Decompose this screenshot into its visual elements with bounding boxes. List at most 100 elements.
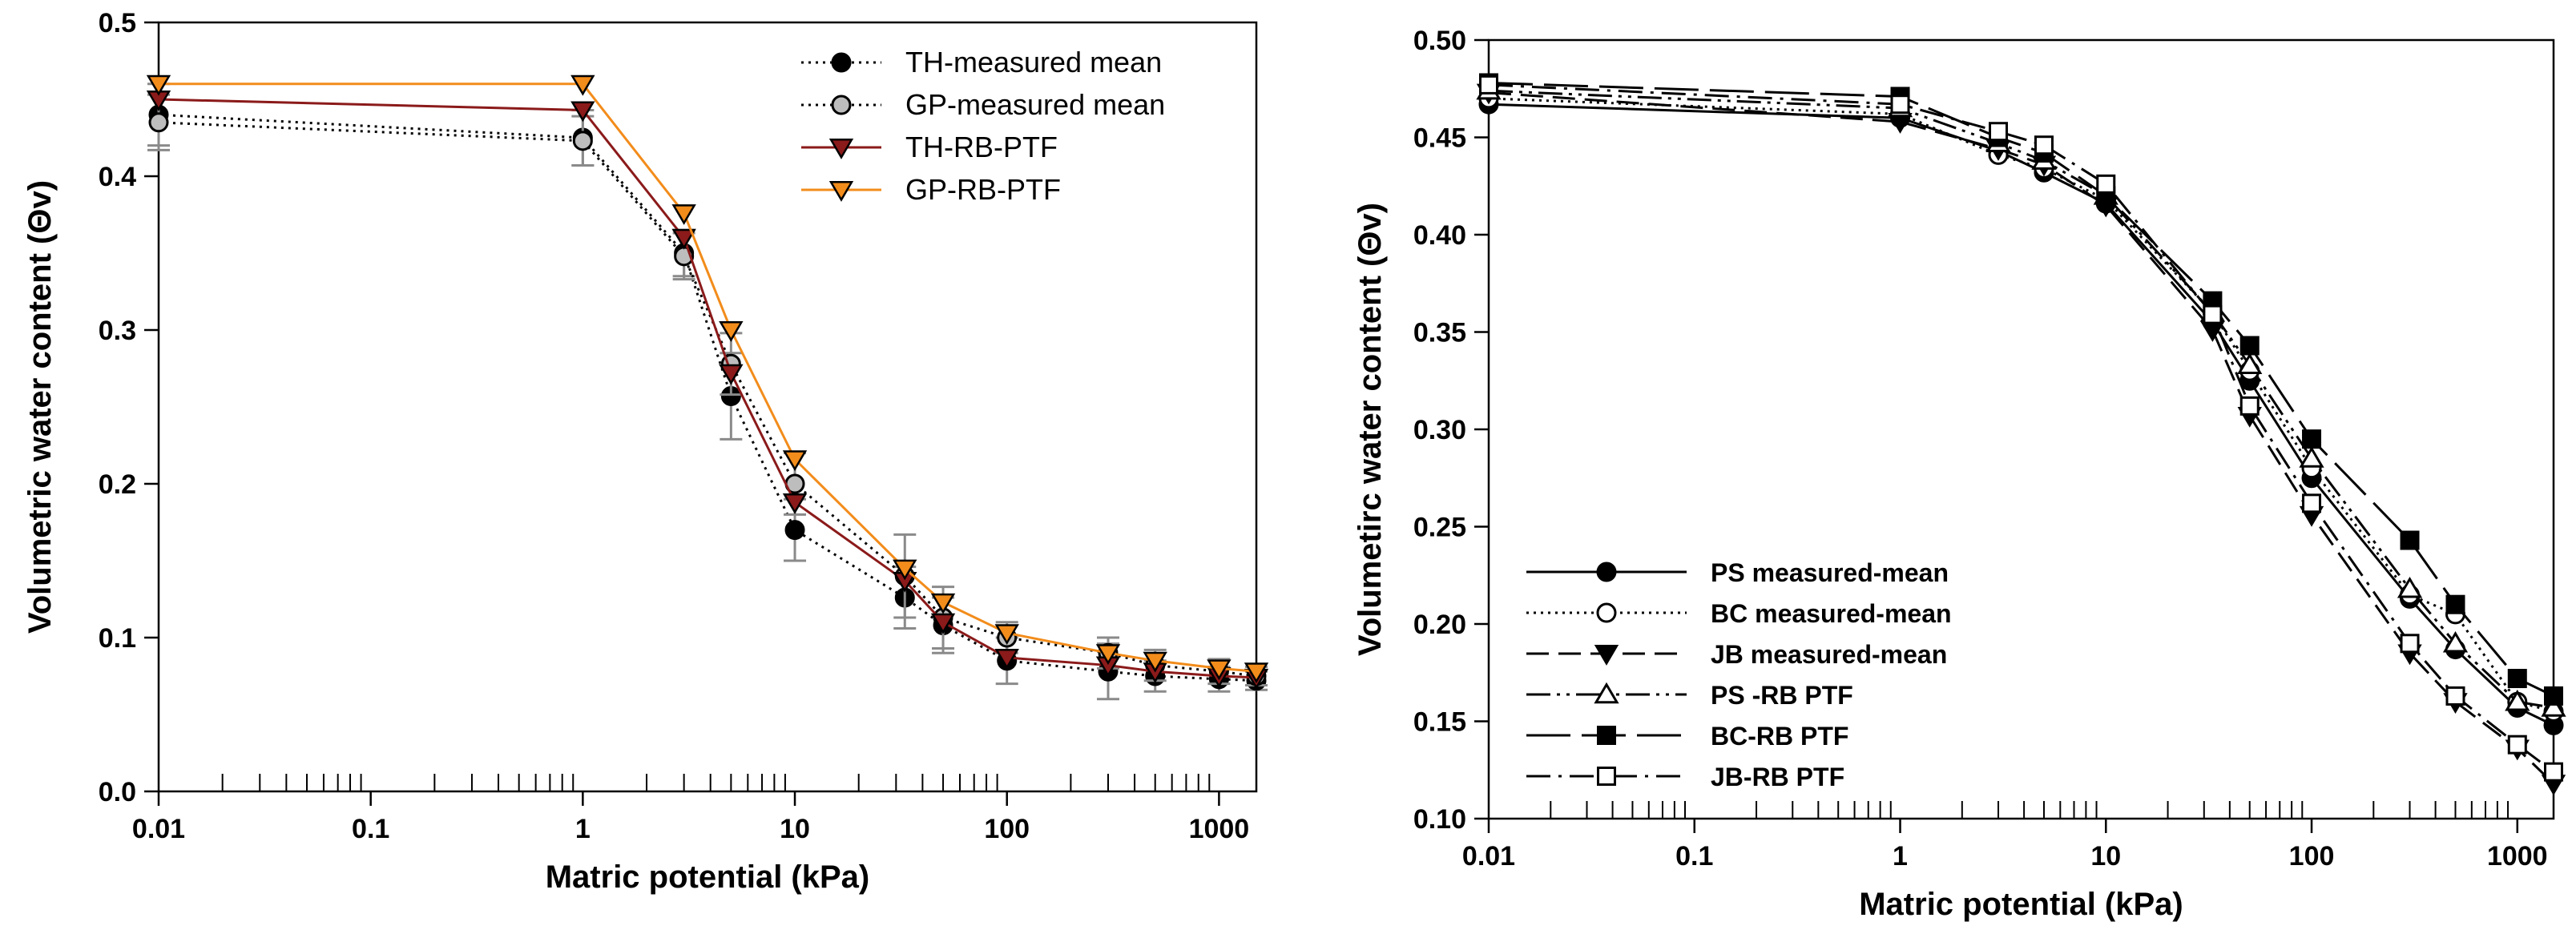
series-gp-rb-ptf xyxy=(146,74,1269,684)
y-tick-label: 0.30 xyxy=(1413,415,1466,445)
series-ps-rb-ptf xyxy=(1476,78,2566,717)
y-tick-label: 0.45 xyxy=(1413,123,1466,154)
data-point xyxy=(572,131,593,151)
x-tick-label: 100 xyxy=(2289,841,2335,872)
data-point xyxy=(2239,396,2260,416)
legend-label: JB measured-mean xyxy=(1711,640,1947,669)
data-point xyxy=(1479,74,1498,95)
data-point xyxy=(2203,304,2223,324)
x-axis-title: Matric potential (kPa) xyxy=(546,859,870,895)
data-point xyxy=(782,450,808,472)
data-point xyxy=(2239,336,2260,356)
y-tick-label: 0.2 xyxy=(99,469,136,500)
data-point xyxy=(2237,352,2263,375)
data-point xyxy=(994,648,1019,670)
legend-marker xyxy=(831,95,852,115)
data-point xyxy=(784,520,805,541)
series-jb-measured-mean xyxy=(1476,83,2566,796)
series-line xyxy=(158,98,1257,679)
x-tick-label: 100 xyxy=(984,814,1030,844)
y-tick-label: 0.25 xyxy=(1413,513,1466,543)
x-tick-label: 1 xyxy=(1893,841,1908,872)
series-bc-measured-mean xyxy=(1478,88,2564,722)
series-line xyxy=(158,121,1257,678)
legend-marker xyxy=(1596,602,1617,623)
y-tick-label: 0.1 xyxy=(99,623,136,654)
data-point xyxy=(719,321,744,342)
data-point xyxy=(1143,651,1167,673)
data-point xyxy=(2507,735,2527,755)
data-point xyxy=(2541,695,2566,717)
legend-label: PS measured-mean xyxy=(1711,558,1949,587)
legend-label: GP-RB-PTF xyxy=(905,173,1061,206)
data-point xyxy=(719,364,744,385)
data-point xyxy=(930,613,956,634)
data-point xyxy=(893,559,917,581)
x-tick-label: 0.1 xyxy=(352,814,389,844)
data-point xyxy=(930,593,956,614)
y-tick-label: 0.15 xyxy=(1413,707,1466,738)
data-point xyxy=(2505,689,2530,711)
series-bc-rb-ptf xyxy=(1479,73,2563,706)
series-gp-measured-mean xyxy=(147,93,1268,687)
y-tick-label: 0.5 xyxy=(99,8,136,38)
series-jb-rb-ptf xyxy=(1479,74,2563,782)
y-tick-label: 0.50 xyxy=(1413,26,1466,56)
data-point xyxy=(2445,594,2465,614)
data-point xyxy=(2507,669,2527,689)
data-point xyxy=(1207,659,1232,681)
plot-frame xyxy=(157,21,1258,793)
data-point xyxy=(2544,762,2563,782)
series-th-rb-ptf xyxy=(146,91,1269,690)
legend-marker xyxy=(1596,562,1617,582)
data-point xyxy=(2445,686,2465,706)
data-point xyxy=(671,228,696,250)
legend-label: TH-RB-PTF xyxy=(905,131,1058,163)
data-point xyxy=(2400,530,2420,550)
x-tick-label: 0.1 xyxy=(1675,841,1713,872)
legend-marker xyxy=(1597,767,1616,786)
data-point xyxy=(2397,576,2423,598)
data-point xyxy=(1989,122,2009,142)
series-th-measured-mean xyxy=(147,83,1268,701)
series-line xyxy=(1488,89,2554,709)
data-point xyxy=(2400,634,2420,654)
y-tick-label: 0.3 xyxy=(99,316,136,346)
x-tick-label: 1000 xyxy=(1189,814,1250,844)
series-line xyxy=(159,83,1257,673)
y-axis-title: Volumetric water content (Θv) xyxy=(22,180,58,634)
legend: PS measured-mean BC measured-mean JB measu… xyxy=(1526,558,1952,791)
y-axis-title: Volumetirc water content (Θv) xyxy=(1353,203,1388,656)
x-tick-label: 0.01 xyxy=(1462,841,1515,872)
legend: TH-measured mean GP-measured mean TH-RB-PT… xyxy=(801,46,1165,206)
y-tick-label: 0.4 xyxy=(99,162,136,192)
legend-label: TH-measured mean xyxy=(905,46,1162,78)
data-point xyxy=(148,112,169,133)
y-tick-label: 0.20 xyxy=(1413,610,1466,640)
data-point xyxy=(2299,446,2324,468)
x-axis-title: Matric potential (kPa) xyxy=(1859,887,2183,922)
x-tick-label: 1 xyxy=(575,814,591,844)
series-line xyxy=(158,113,1257,682)
legend-marker xyxy=(1594,682,1619,704)
data-point xyxy=(671,204,696,225)
legend-marker xyxy=(1597,726,1616,745)
data-point xyxy=(1244,662,1269,684)
x-tick-label: 10 xyxy=(2090,841,2121,872)
series-line xyxy=(1488,91,2555,785)
legend-label: JB-RB PTF xyxy=(1711,763,1844,791)
x-tick-label: 1000 xyxy=(2487,841,2548,872)
legend-marker xyxy=(831,52,852,73)
data-point xyxy=(2302,493,2322,513)
right-chart: 0.10 0.15 0.20 0.25 0.30 0.35 0.40 0.45 0.50 0.01… xyxy=(1353,26,2566,922)
left-chart: 0.0 0.1 0.2 0.3 0.4 0.5 0.01 0.1 1 10 100 1000 Matri… xyxy=(22,8,1269,895)
data-point xyxy=(1890,95,1910,115)
data-point xyxy=(2096,174,2116,194)
data-point xyxy=(2442,630,2469,653)
data-point xyxy=(1095,644,1121,666)
legend-label: BC measured-mean xyxy=(1711,599,1952,628)
legend-label: GP-measured mean xyxy=(905,88,1165,121)
y-tick-label: 0.40 xyxy=(1413,220,1466,251)
plot-frame xyxy=(1487,38,2555,820)
